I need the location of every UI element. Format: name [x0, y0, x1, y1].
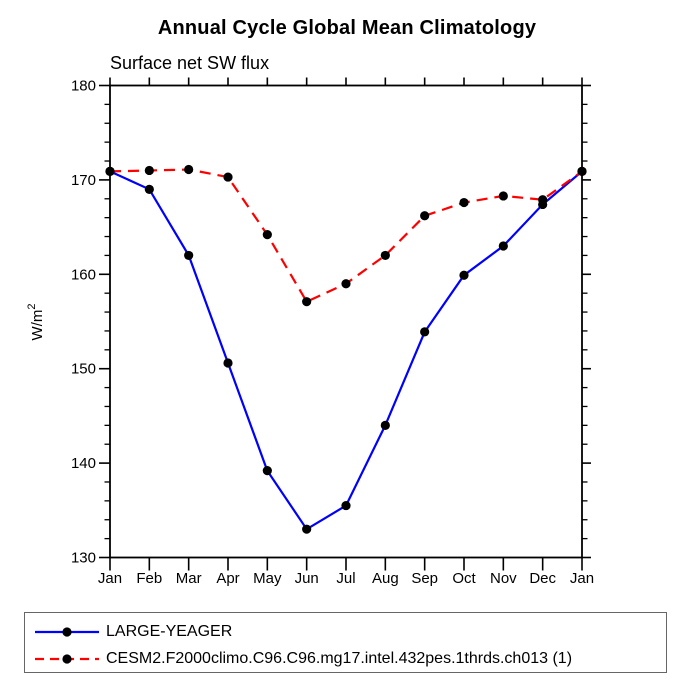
data-point-marker [380, 420, 390, 430]
data-point-marker [380, 250, 390, 261]
data-point-marker [144, 184, 154, 194]
legend-label: LARGE-YEAGER [106, 622, 233, 640]
data-point-marker [223, 172, 233, 182]
data-point-marker [498, 241, 508, 251]
legend-box: LARGE-YEAGER CESM2.F2000climo.C96.C96.mg1… [24, 612, 667, 673]
legend-label: CESM2.F2000climo.C96.C96.mg17.intel.432p… [106, 649, 573, 667]
x-tick-label: Apr [216, 570, 239, 587]
axis-frame [109, 84, 583, 559]
data-point-marker [420, 211, 430, 221]
x-tick-label: Jun [295, 570, 319, 587]
x-tick-label: Feb [136, 570, 162, 587]
x-tick-label: Jan [570, 570, 594, 587]
y-tick-label: 180 [71, 78, 96, 95]
data-point-marker [341, 279, 351, 289]
x-tick-label: Jan [98, 570, 122, 587]
y-tick-label: 150 [71, 361, 96, 378]
x-tick-label: Dec [529, 570, 556, 587]
data-point-marker [105, 166, 115, 177]
legend-entry: CESM2.F2000climo.C96.C96.mg17.intel.432p… [31, 645, 666, 672]
y-tick-label: 140 [71, 455, 96, 472]
data-point-marker [538, 195, 548, 205]
chart-subtitle: Surface net SW flux [110, 53, 270, 73]
y-tick-label: 170 [71, 172, 96, 189]
data-point-marker [184, 250, 194, 261]
x-tick-label: Nov [490, 570, 517, 587]
data-point-marker [577, 166, 587, 177]
x-tick-label: Mar [176, 570, 202, 587]
x-tick-label: Jul [336, 570, 355, 587]
data-point-marker [223, 358, 233, 368]
legend-line-sample [35, 653, 99, 664]
data-point-marker [420, 327, 430, 337]
plot-area: Jan Feb Mar Apr May Jun Jul Aug Sep Oct Nov Dec Jan1… [26, 77, 594, 587]
x-tick-label: May [253, 570, 282, 587]
legend-entry: LARGE-YEAGER [31, 618, 666, 645]
data-point-marker [302, 524, 312, 534]
y-tick-label: 130 [71, 550, 96, 567]
chart-title: Annual Cycle Global Mean Climatology [157, 17, 537, 39]
data-point-marker [302, 297, 312, 307]
legend-marker-dot [62, 653, 72, 664]
x-tick-label: Sep [411, 570, 438, 587]
data-point-marker [262, 466, 272, 476]
x-tick-label: Aug [372, 570, 399, 587]
series-line [109, 170, 583, 531]
y-tick-label: 160 [71, 266, 96, 283]
data-point-marker [459, 270, 469, 280]
data-point-marker [262, 230, 272, 240]
data-point-marker [184, 164, 194, 175]
data-point-marker [459, 197, 469, 208]
data-point-marker [144, 165, 154, 176]
x-tick-label: Oct [452, 570, 476, 587]
legend-marker-dot [62, 626, 72, 637]
data-point-marker [341, 500, 351, 511]
y-axis-label: W/m2 [26, 304, 46, 341]
data-point-marker [498, 191, 508, 201]
legend-line-sample [35, 626, 99, 637]
